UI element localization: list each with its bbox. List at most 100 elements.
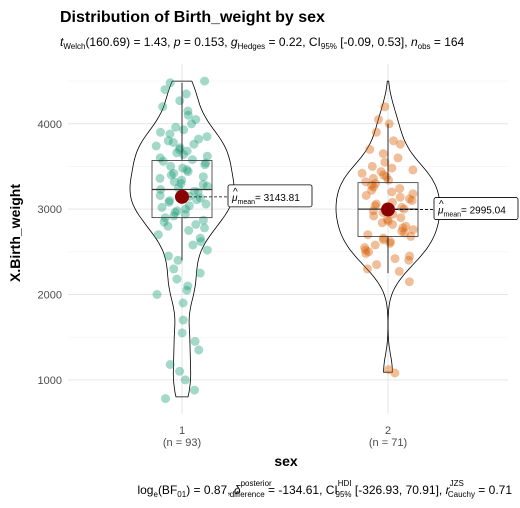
subtitle-p-value: = 0.153, — [181, 35, 231, 49]
x-tick-n-label: (n = 93) — [163, 437, 201, 449]
y-tick-label: 4000 — [38, 119, 62, 131]
data-point — [200, 223, 209, 233]
data-point — [377, 218, 387, 228]
y-tick-label: 1000 — [38, 375, 62, 387]
subtitle-g-sub: Hedges — [238, 42, 266, 51]
data-point — [177, 175, 186, 185]
data-point — [361, 191, 371, 200]
data-point — [371, 127, 381, 137]
caption-r-sub: Cauchy — [448, 490, 475, 499]
data-point — [362, 264, 372, 274]
data-point — [397, 202, 407, 212]
caption-ci-sup: HDI — [338, 479, 352, 488]
data-point — [357, 168, 367, 178]
data-point — [384, 365, 394, 375]
x-tick-label: 2 — [385, 425, 391, 437]
subtitle-t-sub: Welch — [63, 42, 85, 51]
data-point — [179, 150, 189, 159]
caption-r-label: r — [446, 483, 451, 497]
data-point — [164, 197, 174, 207]
caption-delta-sup: posterior — [241, 479, 272, 488]
data-point — [176, 179, 186, 188]
data-point — [178, 315, 188, 325]
caption-r-sup: JZS — [450, 479, 464, 488]
data-point — [157, 202, 167, 212]
data-point — [195, 268, 205, 278]
data-point — [180, 375, 190, 385]
data-point — [183, 167, 193, 177]
data-point — [166, 170, 176, 180]
data-point — [171, 122, 181, 132]
data-point — [172, 274, 182, 284]
data-point — [152, 290, 162, 299]
data-point — [408, 165, 418, 175]
data-points — [151, 76, 418, 404]
data-point — [178, 163, 188, 173]
data-point — [151, 141, 161, 151]
data-point — [187, 155, 197, 165]
subtitle-n-sub: obs — [418, 42, 431, 51]
data-point — [388, 220, 398, 229]
data-point — [194, 134, 204, 144]
data-point — [198, 179, 208, 189]
chart-title: Distribution of Birth_weight by sex — [60, 9, 325, 26]
data-point — [184, 201, 194, 211]
mean-label-text: μmean= 2995.04 — [437, 206, 506, 219]
violins — [129, 80, 441, 398]
data-point — [376, 167, 386, 177]
chart-caption: loge(BF01) = 0.87, δposterior difference … — [137, 479, 512, 499]
data-point — [383, 216, 393, 226]
data-point — [163, 136, 173, 146]
caption-bf-prefix: log — [137, 483, 153, 497]
mean-point — [381, 202, 395, 217]
data-point — [153, 230, 163, 240]
data-point — [155, 153, 165, 163]
data-point — [159, 217, 169, 227]
data-point — [384, 119, 394, 129]
data-point — [166, 161, 176, 171]
data-point — [168, 138, 178, 147]
data-point — [395, 139, 405, 149]
data-point — [189, 139, 199, 149]
data-point — [181, 204, 191, 214]
data-point — [371, 179, 380, 188]
data-point — [361, 249, 371, 258]
data-point — [191, 220, 201, 229]
data-point — [369, 182, 379, 192]
data-point — [169, 264, 179, 274]
subtitle-t-label: t — [60, 35, 64, 49]
data-point — [169, 177, 179, 187]
data-point — [393, 153, 403, 163]
caption-bf-sub2: 01 — [177, 490, 186, 499]
data-point — [155, 173, 165, 183]
subtitle-g-label: g — [231, 35, 238, 49]
data-point — [200, 160, 210, 170]
data-point — [182, 165, 192, 175]
x-tick-label: 1 — [179, 425, 185, 437]
data-point — [190, 385, 199, 395]
data-point — [183, 110, 193, 120]
data-point — [172, 206, 182, 216]
caption-r-value: = 0.71 — [475, 483, 512, 497]
data-point — [177, 328, 187, 338]
data-point — [363, 230, 373, 240]
data-point — [404, 255, 414, 265]
data-point — [360, 243, 370, 252]
violin-group-1 — [129, 80, 235, 398]
caption-delta-sub: difference — [230, 490, 266, 499]
caption-bf-value: ) = 0.87, — [186, 483, 234, 497]
data-point — [198, 215, 208, 225]
data-point — [156, 127, 165, 137]
data-point — [394, 266, 404, 276]
subtitle-p-label: p — [173, 35, 181, 49]
x-axis-title: sex — [274, 453, 298, 469]
mean-point — [175, 189, 189, 204]
data-point — [379, 170, 388, 180]
caption-delta-label: δ — [234, 483, 241, 497]
x-tick-n-label: (n = 71) — [369, 437, 407, 449]
mean-label-box — [433, 197, 519, 220]
boxplots — [151, 82, 419, 274]
chart-subtitle: tWelch(160.69) = 1.43, p = 0.153, gHedge… — [60, 35, 465, 51]
data-point — [175, 366, 185, 376]
